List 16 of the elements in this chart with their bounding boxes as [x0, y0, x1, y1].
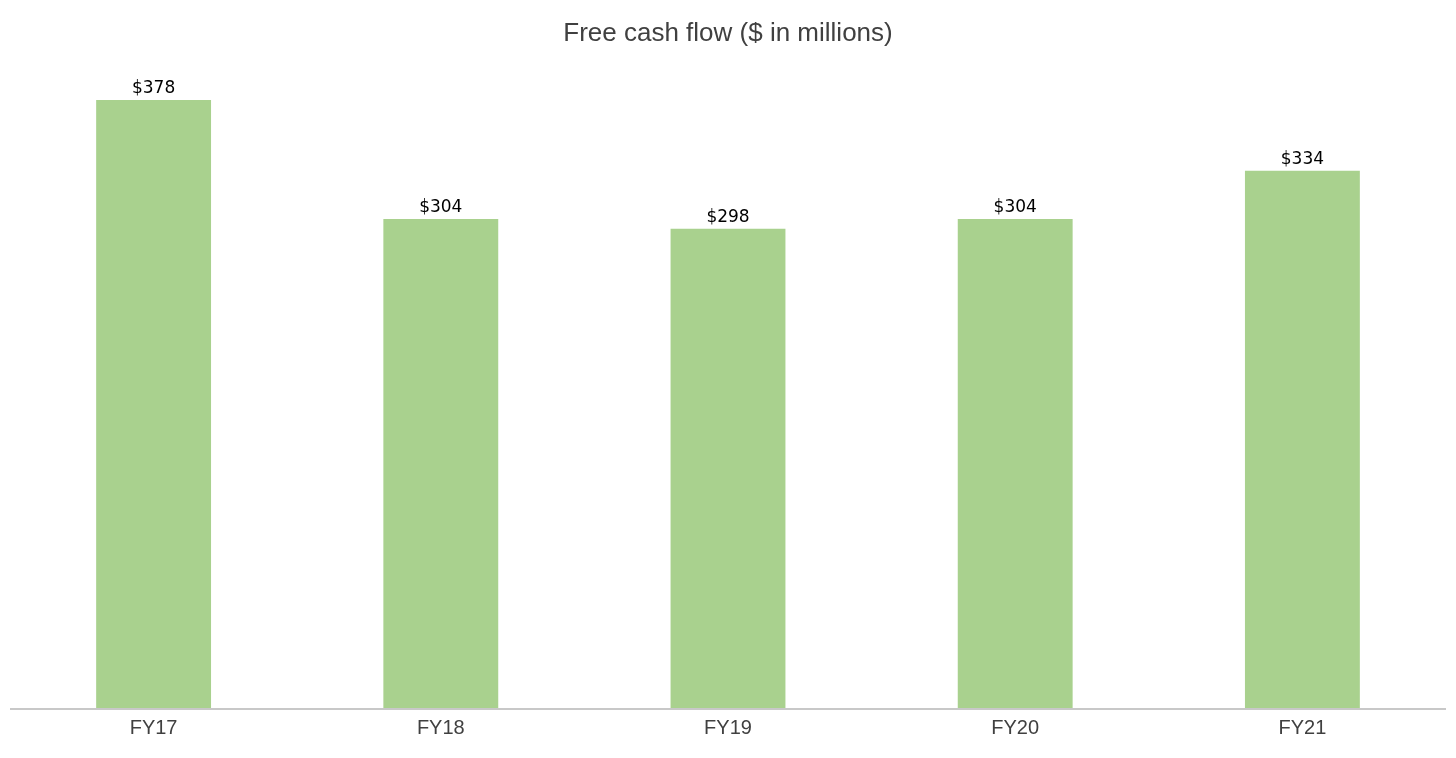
data-label: $304: [993, 196, 1037, 217]
data-label: $298: [706, 205, 750, 226]
bar: [670, 228, 786, 708]
x-tick-label: FY21: [1278, 715, 1327, 738]
x-tick-label: FY18: [416, 715, 465, 738]
bar: [957, 219, 1073, 708]
bar: [96, 100, 212, 708]
data-label: $334: [1280, 147, 1325, 168]
bar: [383, 219, 499, 708]
chart-title: Free cash flow ($ in millions): [563, 16, 893, 47]
x-tick-label: FY20: [991, 715, 1040, 738]
data-label: $304: [419, 196, 463, 217]
x-tick-label: FY17: [129, 715, 178, 738]
x-tick-label: FY19: [704, 715, 752, 738]
data-label: $378: [131, 77, 176, 97]
bar: [1244, 170, 1360, 708]
